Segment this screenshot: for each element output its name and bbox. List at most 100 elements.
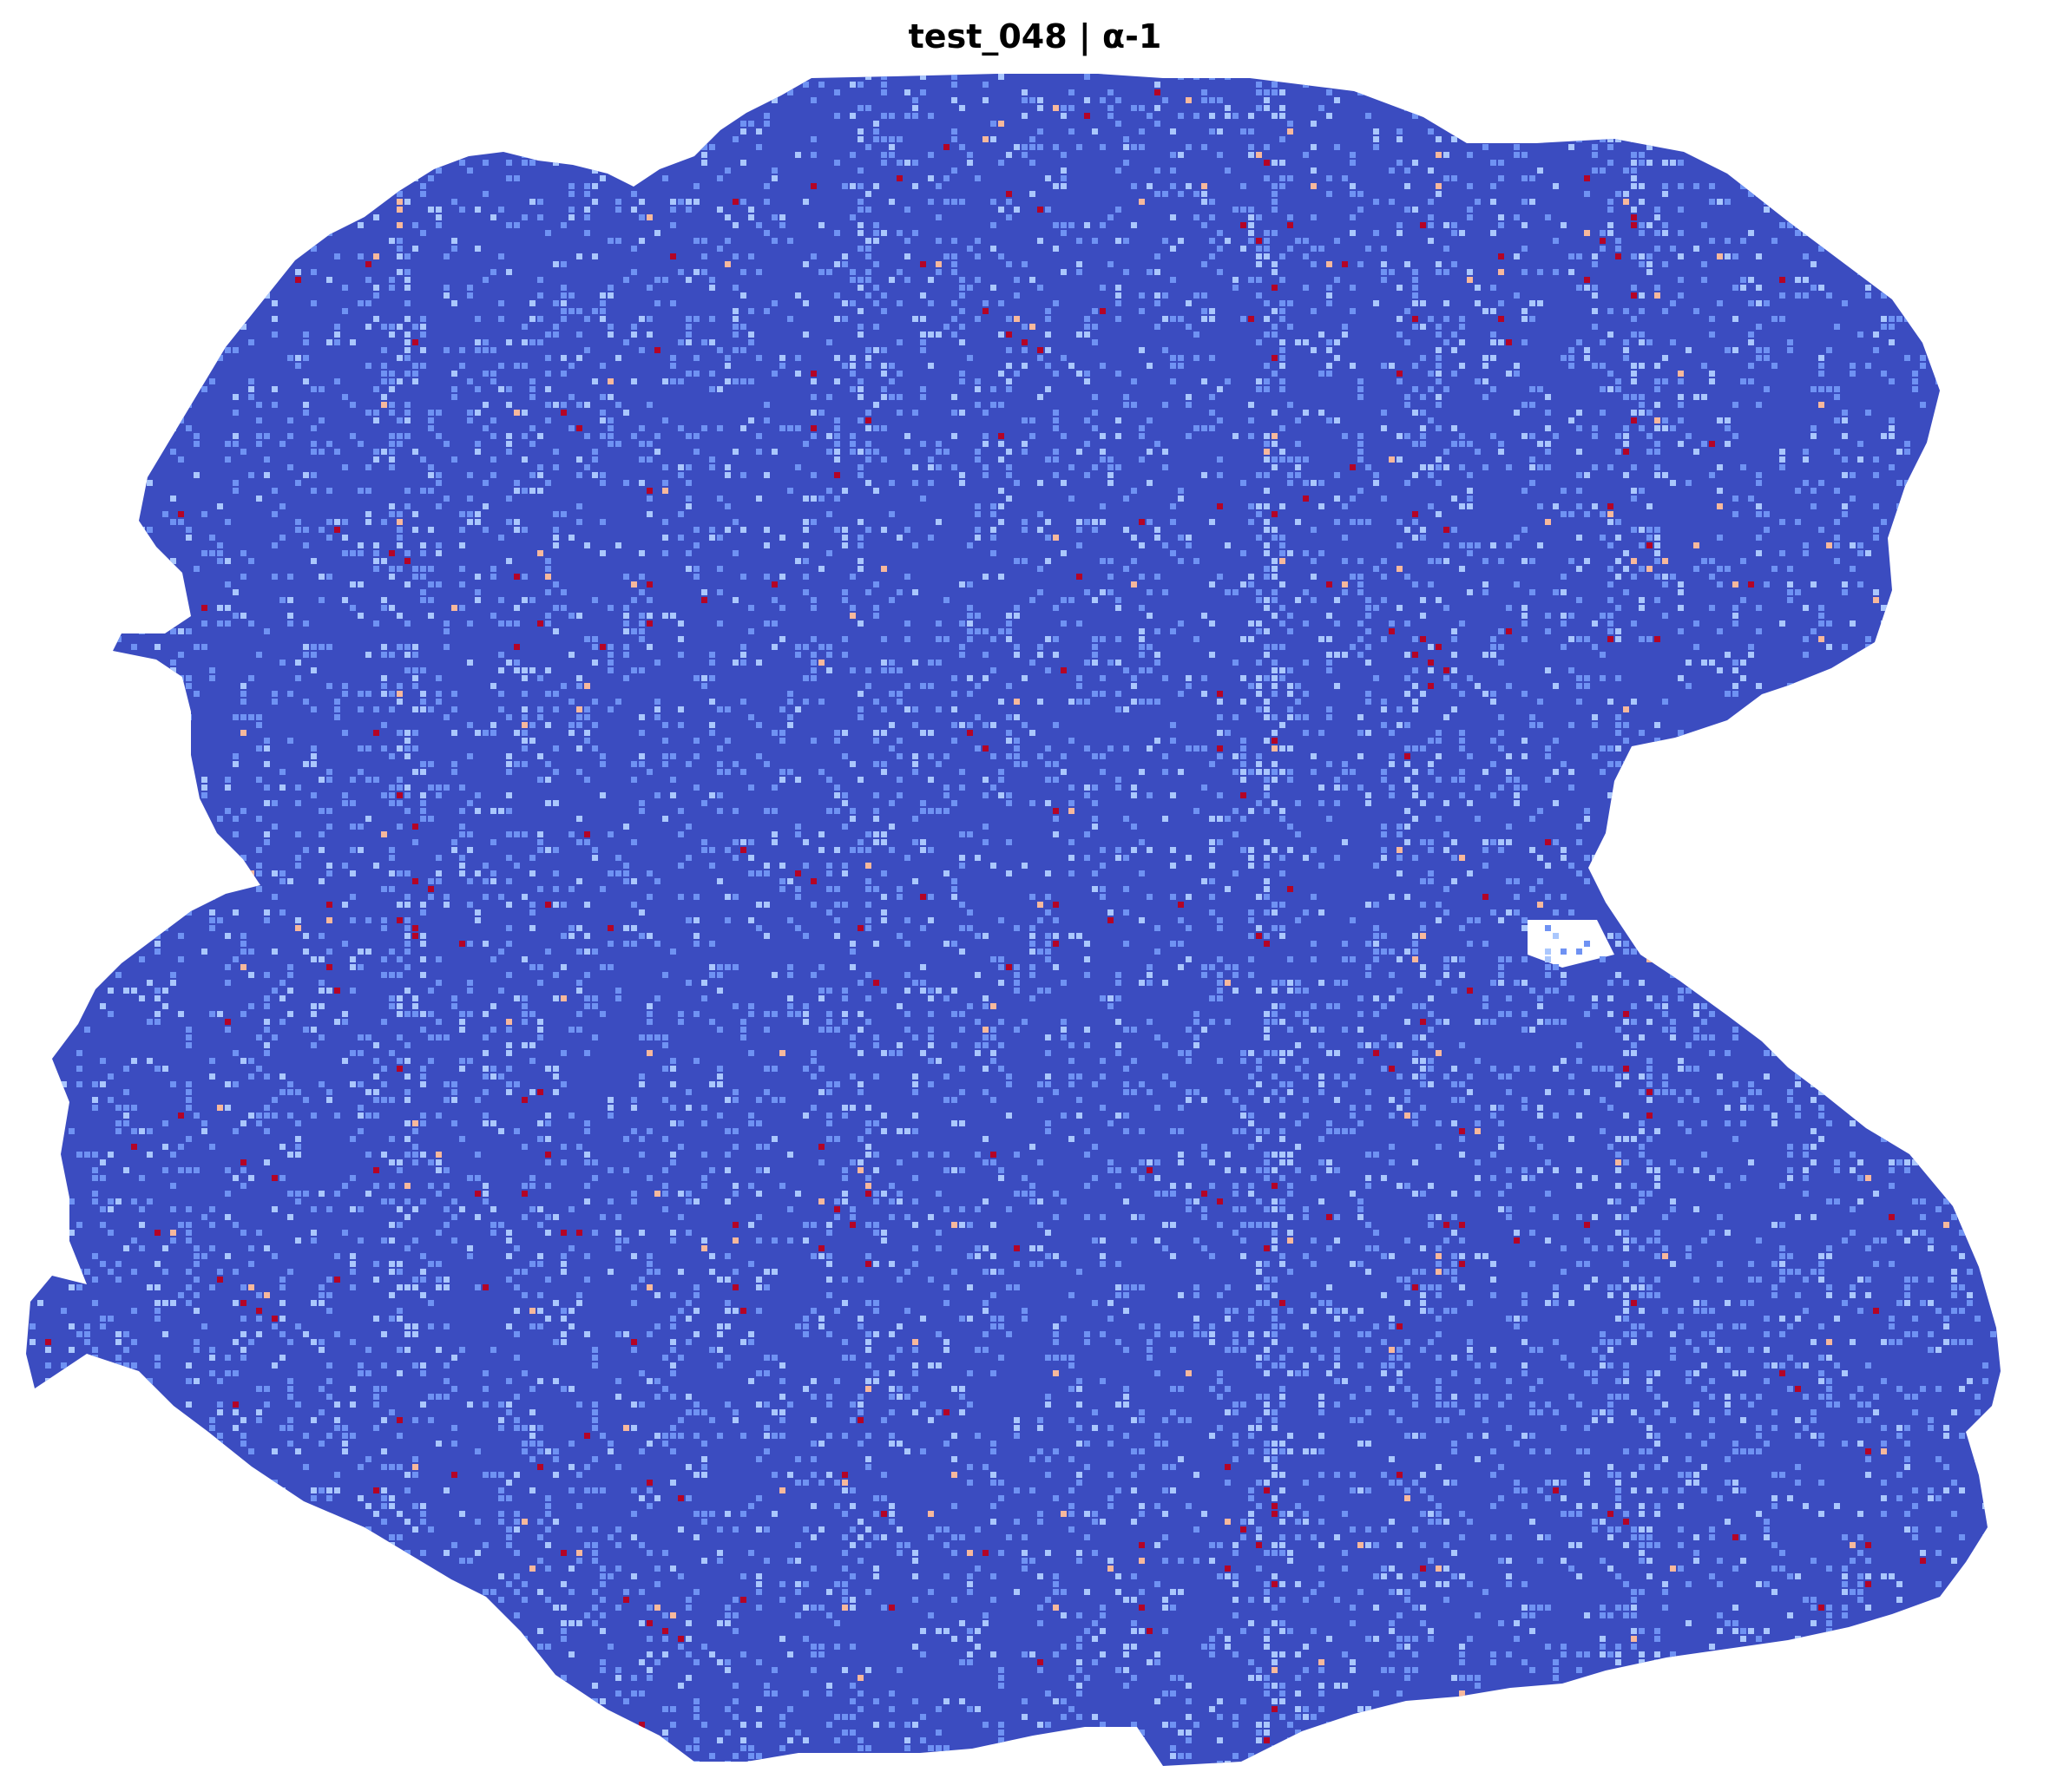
heatmap-cell — [1857, 581, 1863, 587]
heatmap-cell — [1990, 605, 1996, 611]
heatmap-cell — [428, 410, 434, 416]
heatmap-cell — [92, 371, 98, 377]
heatmap-cell — [1490, 285, 1496, 291]
heatmap-cell — [1521, 175, 1528, 181]
heatmap-cell — [1623, 449, 1629, 455]
heatmap-cell — [1865, 363, 1871, 369]
heatmap-cell — [1014, 605, 1020, 611]
heatmap-cell — [1568, 769, 1574, 775]
heatmap-cell — [1139, 636, 1145, 642]
heatmap-cell — [568, 394, 575, 400]
heatmap-cell — [631, 207, 637, 213]
heatmap-cell — [412, 878, 418, 884]
heatmap-cell — [1771, 839, 1778, 845]
heatmap-cell — [84, 550, 90, 556]
heatmap-cell — [30, 831, 36, 837]
heatmap-cell — [1201, 784, 1207, 791]
heatmap-cell — [131, 144, 137, 150]
heatmap-cell — [842, 870, 848, 876]
heatmap-cell — [451, 839, 457, 845]
heatmap-cell — [30, 183, 36, 189]
heatmap-cell — [1654, 472, 1660, 478]
heatmap-cell — [1232, 285, 1239, 291]
heatmap-cell — [279, 769, 286, 775]
heatmap-cell — [717, 808, 723, 814]
heatmap-cell — [787, 238, 793, 244]
heatmap-cell — [1342, 261, 1348, 267]
heatmap-cell — [1201, 144, 1207, 150]
heatmap-cell — [194, 644, 200, 650]
heatmap-cell — [1326, 175, 1332, 181]
heatmap-cell — [928, 331, 934, 338]
heatmap-cell — [1740, 597, 1746, 603]
heatmap-cell — [1248, 581, 1254, 587]
heatmap-cell — [76, 753, 82, 759]
heatmap-cell — [1873, 535, 1879, 541]
heatmap-cell — [1756, 535, 1762, 541]
heatmap-cell — [412, 339, 418, 345]
heatmap-cell — [1068, 105, 1074, 111]
heatmap-cell — [1045, 175, 1051, 181]
heatmap-cell — [467, 496, 473, 502]
heatmap-cell — [1420, 410, 1426, 416]
heatmap-cell — [1084, 97, 1090, 103]
heatmap-cell — [1568, 613, 1574, 619]
heatmap-cell — [1287, 691, 1293, 697]
heatmap-cell — [748, 378, 754, 384]
heatmap-cell — [1264, 839, 1270, 845]
heatmap-cell — [1975, 417, 1981, 423]
heatmap-cell — [1022, 144, 1028, 150]
heatmap-cell — [303, 144, 309, 150]
heatmap-cell — [1170, 277, 1176, 283]
heatmap-cell — [873, 605, 879, 611]
heatmap-cell — [1896, 246, 1902, 252]
heatmap-cell — [1201, 222, 1207, 228]
heatmap-cell — [897, 738, 903, 744]
heatmap-cell — [1607, 745, 1613, 752]
heatmap-cell — [381, 831, 387, 837]
heatmap-cell — [678, 535, 684, 541]
heatmap-cell — [1037, 566, 1043, 572]
heatmap-cell — [1014, 652, 1020, 658]
heatmap-cell — [233, 816, 239, 822]
heatmap-cell — [1857, 550, 1863, 556]
heatmap-cell — [881, 667, 887, 673]
heatmap-cell — [92, 753, 98, 759]
heatmap-cell — [1303, 152, 1309, 158]
heatmap-cell — [522, 488, 528, 494]
heatmap-cell — [1256, 597, 1262, 603]
heatmap-cell — [1896, 316, 1902, 322]
heatmap-cell — [1022, 113, 1028, 119]
heatmap-cell — [733, 285, 739, 291]
heatmap-cell — [639, 214, 645, 220]
heatmap-cell — [1928, 253, 1934, 259]
heatmap-cell — [358, 542, 364, 548]
heatmap-cell — [115, 402, 122, 408]
heatmap-cell — [1264, 527, 1270, 533]
heatmap-cell — [373, 449, 379, 455]
heatmap-cell — [1186, 683, 1192, 689]
heatmap-cell — [662, 550, 668, 556]
heatmap-cell — [428, 417, 434, 423]
heatmap-cell — [1279, 253, 1285, 259]
heatmap-cell — [545, 667, 551, 673]
heatmap-cell — [1318, 410, 1324, 416]
heatmap-cell — [1592, 722, 1598, 728]
heatmap-cell — [850, 808, 856, 814]
heatmap-cell — [1623, 824, 1629, 830]
heatmap-cell — [100, 535, 106, 541]
heatmap-cell — [1553, 769, 1559, 775]
heatmap-cell — [982, 777, 989, 783]
heatmap-cell — [1576, 675, 1582, 681]
heatmap-cell — [1592, 753, 1598, 759]
heatmap-cell — [1061, 550, 1067, 556]
heatmap-cell — [1178, 191, 1184, 197]
heatmap-cell — [147, 425, 153, 431]
heatmap-cell — [1748, 331, 1754, 338]
heatmap-cell — [1365, 691, 1371, 697]
heatmap-cell — [373, 97, 379, 103]
heatmap-cell — [428, 207, 434, 213]
heatmap-cell — [1592, 464, 1598, 470]
heatmap-cell — [709, 675, 715, 681]
